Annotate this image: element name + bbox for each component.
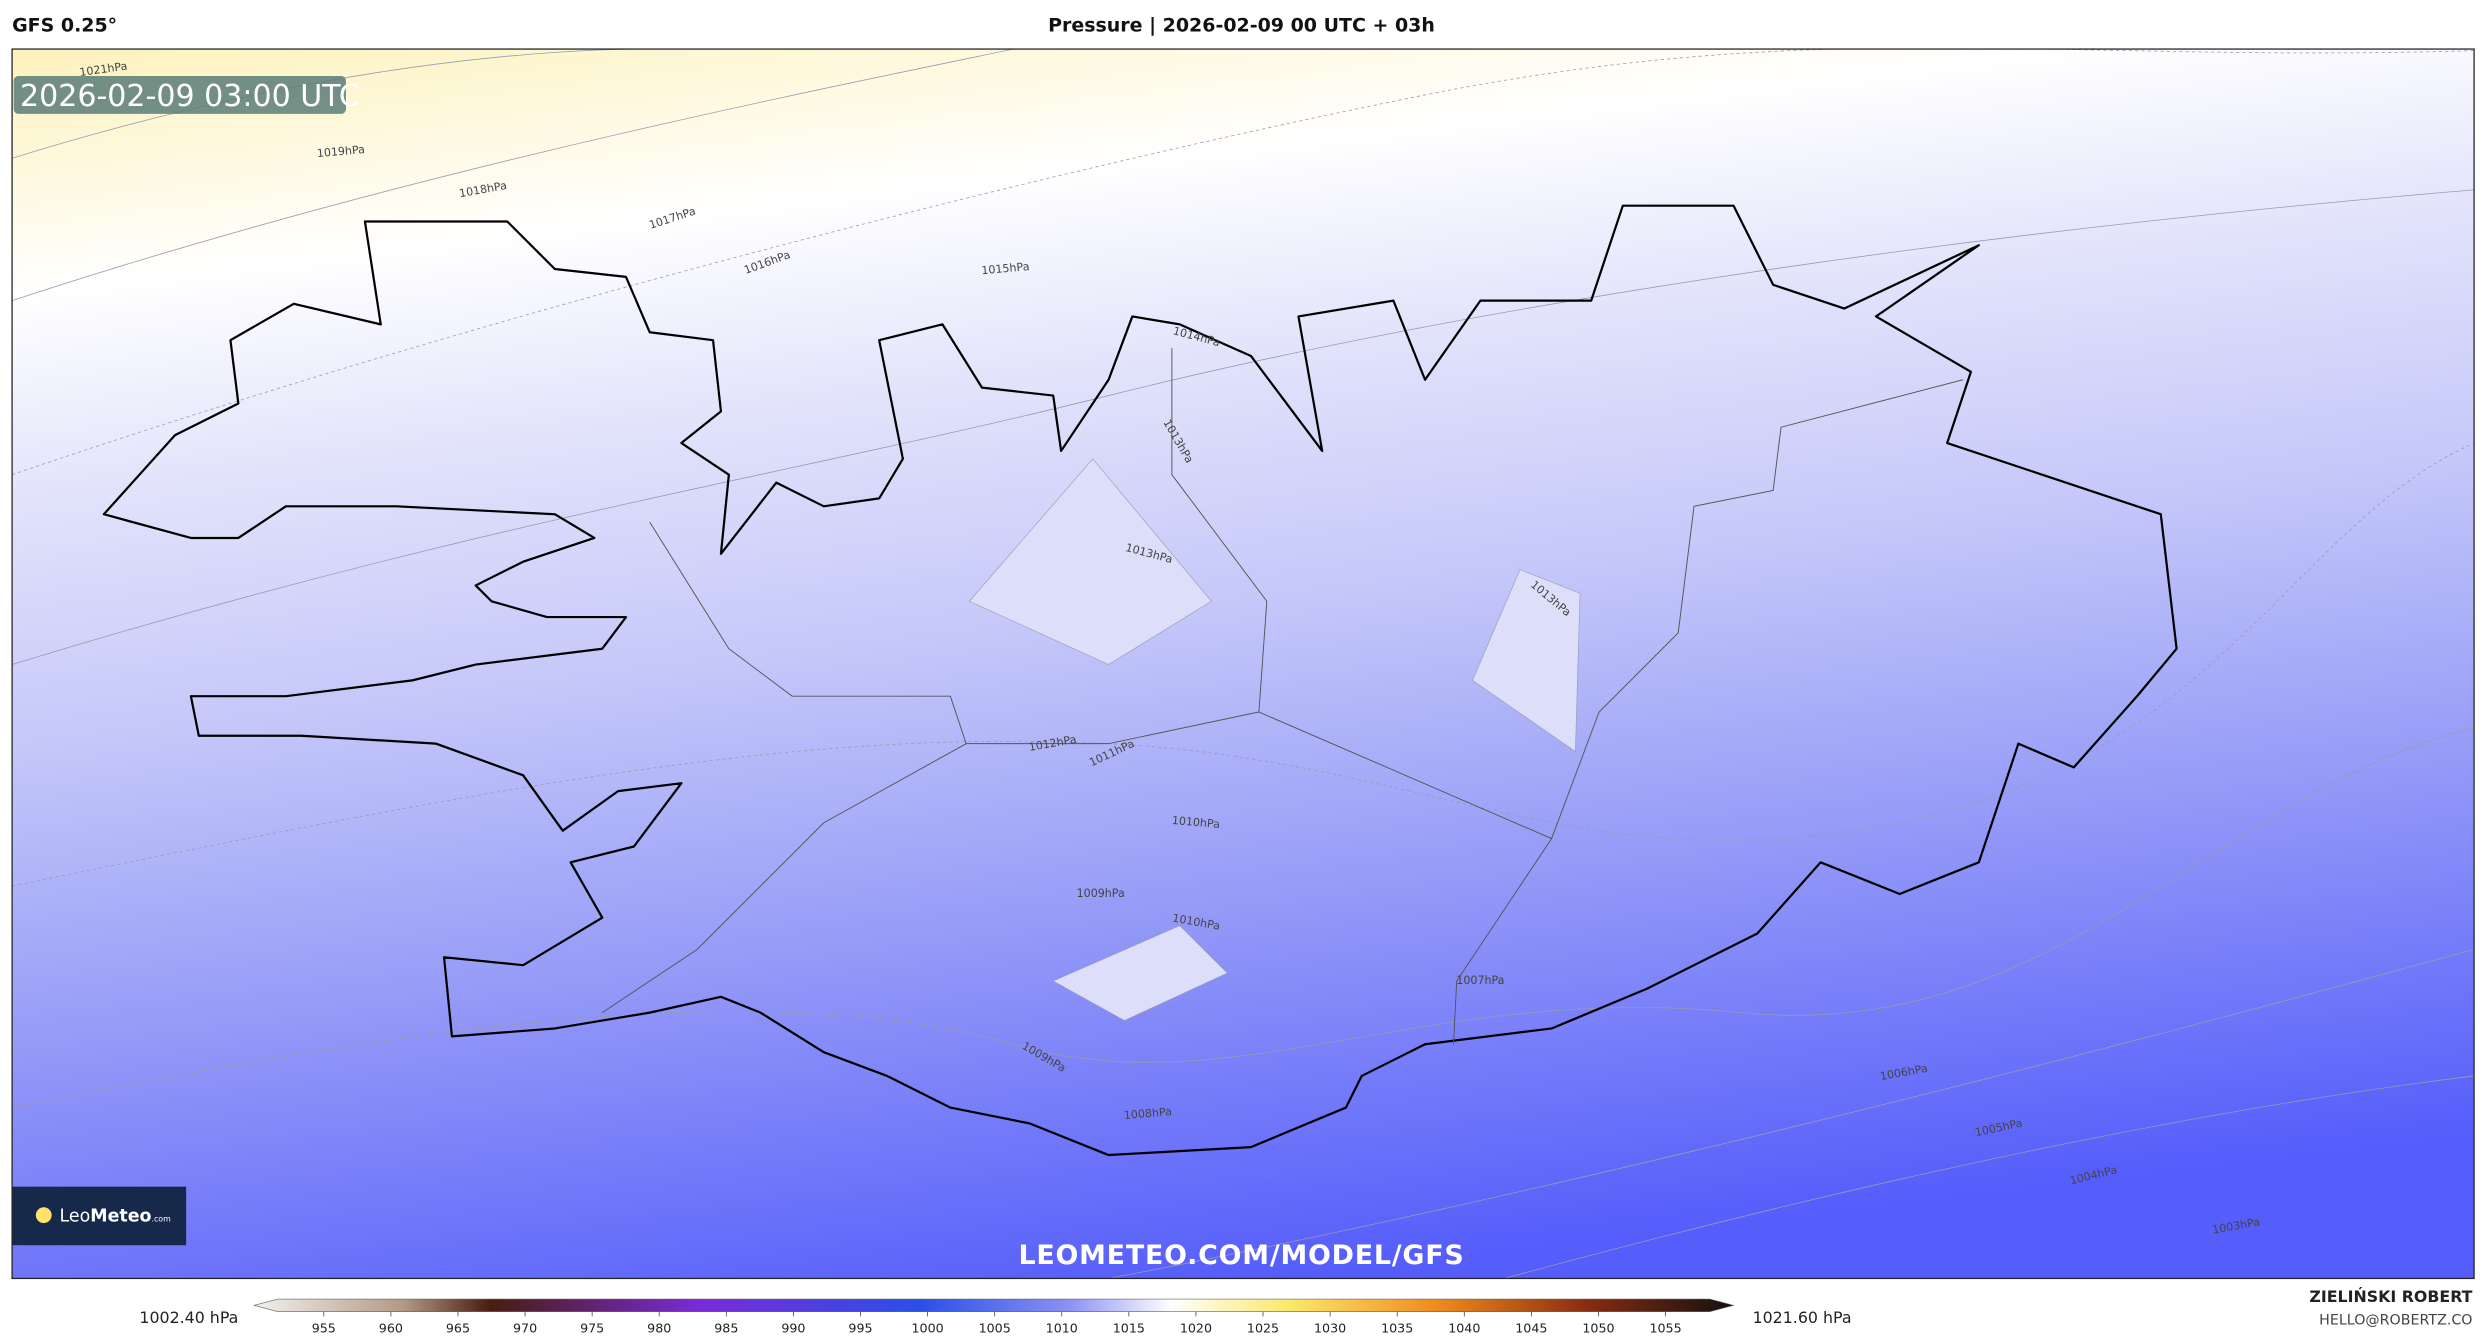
colorbar-tick-label: 985 <box>714 1320 738 1335</box>
colorbar-tick-label: 990 <box>781 1320 805 1335</box>
logo-name: Leo <box>60 1206 91 1226</box>
colorbar-tick-label: 955 <box>312 1320 336 1335</box>
coastline <box>102 204 2178 1157</box>
colorbar-tick-label: 1040 <box>1448 1320 1480 1335</box>
colorbar-tick-label: 1010 <box>1046 1320 1078 1335</box>
colorbar-tick-label: 1025 <box>1247 1320 1279 1335</box>
logo-bold: Meteo <box>90 1206 151 1226</box>
colorbar-ticks: 955 960 965 970 975 980 985 990 995 1000 1005 1010 1… <box>312 1311 1682 1335</box>
logo-suffix: .com <box>151 1214 171 1223</box>
colorbar-tick-label: 975 <box>580 1320 604 1335</box>
colorbar-tick-label: 970 <box>513 1320 537 1335</box>
high-cells <box>968 458 1581 1021</box>
isobars <box>12 49 2475 1279</box>
contour-label: 1008hPa <box>1123 1105 1172 1122</box>
colorbar-max: 1021.60 hPa <box>1753 1308 1852 1327</box>
colorbar-tick-label: 1005 <box>979 1320 1011 1335</box>
colorbar-tick-label: 960 <box>379 1320 403 1335</box>
contour-label: 1015hPa <box>981 260 1030 277</box>
email: HELLO@ROBERTZ.CO <box>2319 1312 2472 1328</box>
map-frame <box>11 48 2475 1280</box>
model-label: GFS 0.25° <box>12 15 117 37</box>
author: ZIELIŃSKI ROBERT <box>2309 1287 2472 1306</box>
watermark: LEOMETEO.COM/MODEL/GFS <box>1018 1240 1464 1271</box>
logo-sun <box>35 1207 52 1224</box>
borders <box>602 348 1964 1045</box>
colorbar-tick-label: 980 <box>647 1320 671 1335</box>
pressure-field <box>12 49 2475 1279</box>
timestamp-box <box>13 75 346 114</box>
map-title: Pressure | 2026-02-09 00 UTC + 03h <box>1048 15 1435 37</box>
colorbar-tick-label: 1000 <box>911 1320 943 1335</box>
colorbar <box>252 1298 1735 1313</box>
colorbar-min: 1002.40 hPa <box>139 1308 238 1327</box>
contour-label: 1009hPa <box>1077 887 1125 900</box>
timestamp: 2026-02-09 03:00 UTC <box>20 79 360 114</box>
colorbar-tick-label: 1045 <box>1515 1320 1547 1335</box>
colorbar-tick-label: 1015 <box>1113 1320 1145 1335</box>
colorbar-tick-label: 1055 <box>1649 1320 1681 1335</box>
colorbar-tick-label: 995 <box>848 1320 872 1335</box>
colorbar-tick-label: 1050 <box>1582 1320 1614 1335</box>
colorbar-tick-label: 1035 <box>1381 1320 1413 1335</box>
colorbar-tick-label: 1030 <box>1314 1320 1346 1335</box>
logo-text: LeoMeteo.com <box>60 1206 172 1226</box>
colorbar-tick-label: 1020 <box>1180 1320 1212 1335</box>
contour-label: 1007hPa <box>1456 974 1504 987</box>
colorbar-tick-label: 965 <box>446 1320 470 1335</box>
contour-label: 1010hPa <box>1171 814 1220 831</box>
contour-label: 1019hPa <box>316 143 365 160</box>
